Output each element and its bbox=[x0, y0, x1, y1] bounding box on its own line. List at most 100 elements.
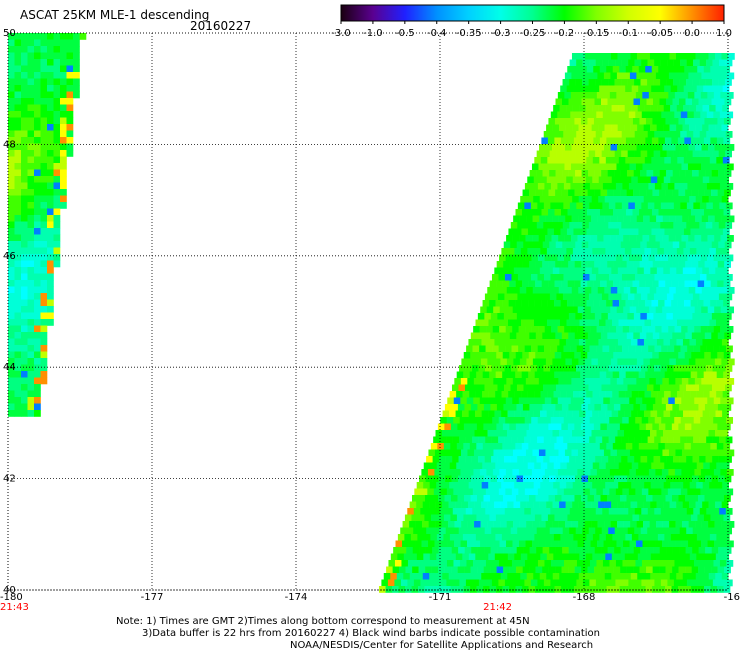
swath-cell bbox=[34, 377, 41, 385]
swath-cell bbox=[637, 339, 645, 346]
swath-cell bbox=[390, 553, 398, 561]
swath-cell bbox=[568, 241, 576, 249]
swath-cell bbox=[27, 273, 35, 281]
swath-cell bbox=[656, 339, 664, 346]
swath-cell bbox=[581, 404, 589, 411]
swath-cell bbox=[515, 495, 523, 502]
swath-cell bbox=[595, 579, 603, 587]
swath-cell bbox=[612, 371, 620, 379]
swath-cell bbox=[586, 66, 594, 73]
swath-cell bbox=[719, 417, 727, 424]
swath-cell bbox=[561, 189, 569, 197]
swath-cell bbox=[572, 553, 580, 561]
colorbar-tick-label: -0.5 bbox=[395, 28, 415, 39]
swath-cell bbox=[34, 85, 41, 92]
swath-cell bbox=[580, 352, 588, 359]
swath-cell bbox=[427, 469, 435, 476]
swath-cell bbox=[34, 338, 41, 346]
swath-cell bbox=[598, 430, 605, 437]
swath-cell bbox=[617, 573, 625, 580]
swath-cell bbox=[542, 384, 550, 392]
swath-cell bbox=[582, 59, 590, 67]
swath-cell bbox=[443, 534, 451, 541]
swath-cell bbox=[661, 163, 669, 171]
swath-cell bbox=[675, 540, 682, 548]
swath-cell bbox=[596, 183, 604, 190]
swath-cell bbox=[595, 150, 602, 158]
swath-cell bbox=[638, 462, 646, 470]
swath-cell bbox=[652, 423, 660, 431]
swath-cell bbox=[14, 176, 22, 183]
swath-cell bbox=[697, 495, 705, 502]
swath-cell bbox=[622, 417, 630, 424]
swath-cell bbox=[683, 105, 690, 112]
swath-cell bbox=[480, 378, 488, 385]
swath-cell bbox=[619, 443, 627, 450]
swath-cell bbox=[539, 339, 547, 346]
swath-cell bbox=[560, 85, 567, 93]
swath-cell bbox=[615, 579, 623, 587]
swath-cell bbox=[463, 586, 471, 593]
swath-cell bbox=[664, 534, 672, 541]
swath-cell bbox=[621, 456, 628, 463]
swath-cell bbox=[626, 118, 634, 125]
swath-cell bbox=[587, 261, 595, 268]
swath-cell bbox=[488, 482, 495, 489]
swath-cell bbox=[526, 267, 534, 275]
swath-cell bbox=[706, 59, 713, 67]
swath-cell bbox=[613, 332, 621, 340]
swath-cell bbox=[570, 183, 578, 190]
swath-cell bbox=[398, 586, 406, 593]
swath-cell bbox=[560, 443, 568, 450]
swath-cell bbox=[519, 540, 526, 548]
swath-cell bbox=[555, 241, 563, 249]
swath-cell bbox=[423, 534, 431, 541]
swath-cell bbox=[571, 287, 579, 294]
swath-cell bbox=[639, 332, 647, 340]
swath-cell bbox=[401, 560, 409, 567]
swath-cell bbox=[637, 482, 645, 489]
swath-cell bbox=[571, 215, 579, 223]
swath-cell bbox=[651, 443, 659, 450]
swath-cell bbox=[566, 105, 573, 112]
swath-cell bbox=[73, 91, 80, 99]
swath-cell bbox=[21, 403, 28, 411]
swath-cell bbox=[659, 313, 667, 320]
swath-cell bbox=[556, 579, 564, 587]
swath-cell bbox=[481, 501, 488, 509]
swath-cell bbox=[606, 586, 614, 593]
swath-cell bbox=[571, 378, 579, 385]
swath-cell bbox=[552, 144, 559, 151]
swath-cell bbox=[688, 287, 696, 294]
swath-cell bbox=[593, 423, 601, 431]
swath-cell bbox=[663, 267, 671, 275]
swath-cell bbox=[510, 293, 518, 301]
swath-cell bbox=[602, 508, 610, 515]
swath-cell bbox=[646, 566, 653, 574]
swath-cell bbox=[595, 436, 603, 444]
swath-cell bbox=[567, 118, 575, 125]
swath-cell bbox=[571, 72, 579, 80]
swath-cell bbox=[632, 423, 640, 431]
swath-cell bbox=[34, 273, 41, 281]
swath-cell bbox=[567, 443, 575, 450]
swath-cell bbox=[700, 326, 708, 333]
swath-cell bbox=[691, 495, 699, 502]
swath-cell bbox=[690, 66, 698, 73]
swath-cell bbox=[680, 417, 688, 424]
swath-cell bbox=[694, 449, 702, 457]
swath-cell bbox=[422, 521, 429, 528]
swath-cell bbox=[60, 91, 67, 99]
swath-cell bbox=[663, 196, 671, 203]
swath-cell bbox=[546, 339, 554, 346]
swath-cell bbox=[522, 566, 530, 574]
swath-cell bbox=[705, 475, 712, 483]
swath-cell bbox=[591, 501, 599, 509]
swath-cell bbox=[566, 553, 574, 561]
swath-cell bbox=[553, 482, 560, 489]
swath-cell bbox=[669, 196, 677, 203]
swath-cell bbox=[14, 124, 22, 131]
swath-cell bbox=[492, 345, 499, 353]
swath-cell bbox=[608, 436, 616, 444]
swath-cell bbox=[637, 124, 644, 132]
